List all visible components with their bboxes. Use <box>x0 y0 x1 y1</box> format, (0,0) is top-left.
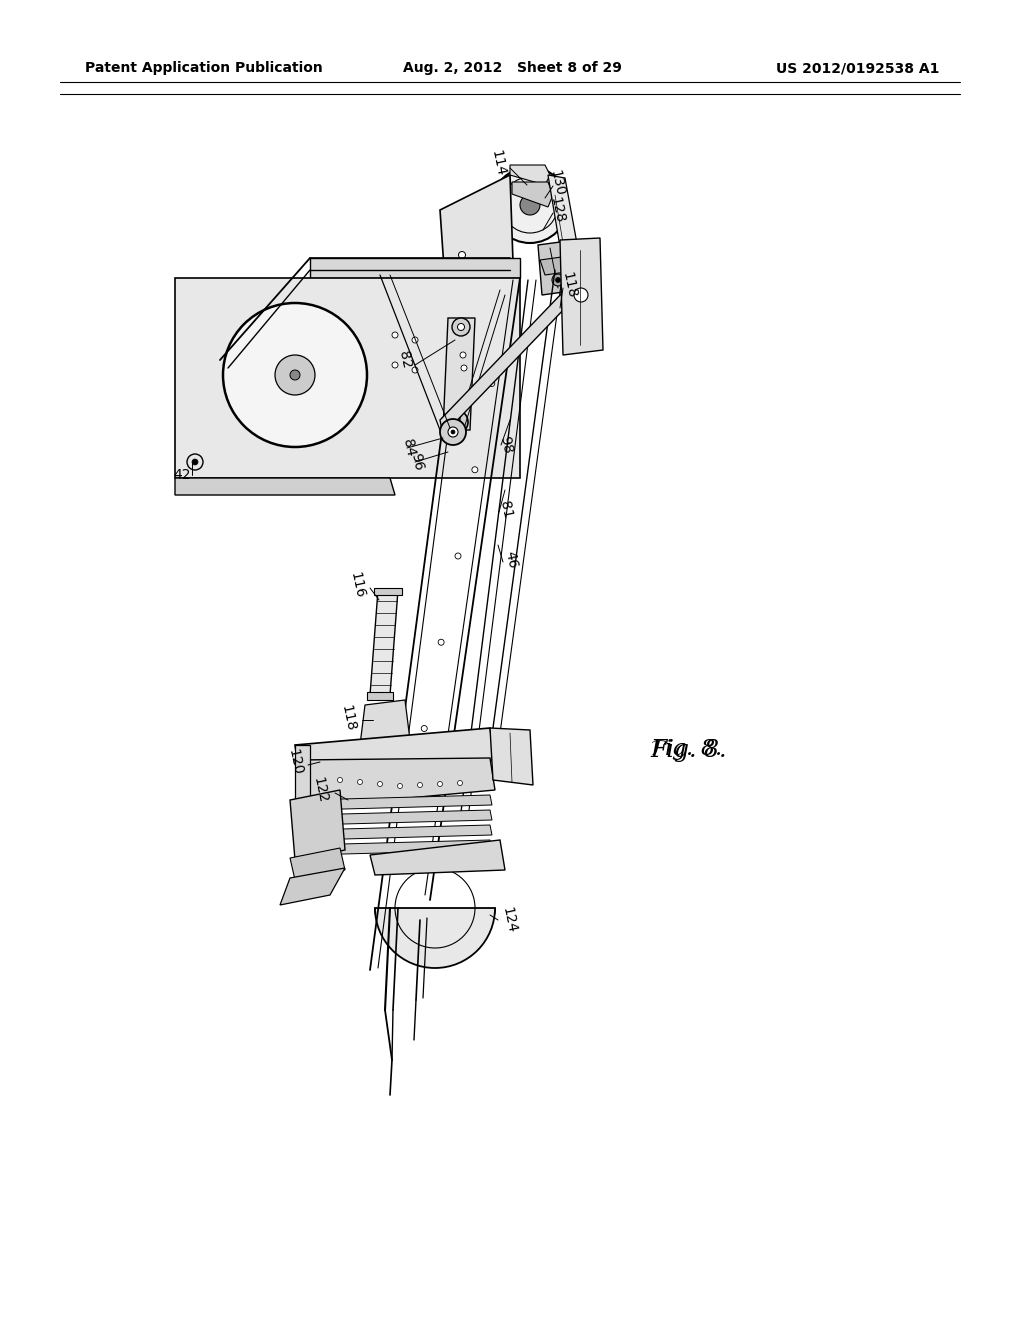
Circle shape <box>338 777 342 783</box>
Polygon shape <box>175 279 520 478</box>
Polygon shape <box>175 478 395 495</box>
Polygon shape <box>295 744 310 820</box>
Polygon shape <box>440 290 568 436</box>
Circle shape <box>223 304 367 447</box>
Text: 84: 84 <box>400 438 418 458</box>
Circle shape <box>375 710 395 730</box>
Text: Patent Application Publication: Patent Application Publication <box>85 61 323 75</box>
Polygon shape <box>548 176 580 265</box>
Text: 81: 81 <box>497 500 514 520</box>
Ellipse shape <box>302 446 318 470</box>
Text: 128: 128 <box>548 195 566 224</box>
Polygon shape <box>370 840 505 875</box>
Circle shape <box>451 430 455 434</box>
Polygon shape <box>305 810 492 825</box>
Circle shape <box>438 639 444 645</box>
Circle shape <box>384 718 386 722</box>
Circle shape <box>392 362 398 368</box>
Polygon shape <box>443 318 475 430</box>
Wedge shape <box>375 908 495 968</box>
Circle shape <box>452 417 461 426</box>
Polygon shape <box>305 840 492 855</box>
Polygon shape <box>280 869 345 906</box>
Circle shape <box>381 715 389 723</box>
Circle shape <box>452 318 470 337</box>
Circle shape <box>470 279 477 285</box>
Polygon shape <box>510 165 550 185</box>
Text: Aug. 2, 2012   Sheet 8 of 29: Aug. 2, 2012 Sheet 8 of 29 <box>402 61 622 75</box>
Ellipse shape <box>255 436 275 465</box>
Text: 118: 118 <box>339 704 358 733</box>
Text: 122: 122 <box>311 776 330 804</box>
Text: 118: 118 <box>560 271 580 300</box>
Circle shape <box>488 380 495 387</box>
Polygon shape <box>540 255 580 275</box>
Circle shape <box>472 467 478 473</box>
Circle shape <box>552 275 564 286</box>
Polygon shape <box>512 182 553 207</box>
Circle shape <box>412 337 418 343</box>
Circle shape <box>458 780 463 785</box>
Polygon shape <box>305 795 492 810</box>
Polygon shape <box>370 590 398 696</box>
Circle shape <box>460 352 466 358</box>
Polygon shape <box>560 238 603 355</box>
Text: 98: 98 <box>497 434 514 455</box>
Circle shape <box>397 784 402 788</box>
Polygon shape <box>374 587 402 595</box>
Circle shape <box>492 168 568 243</box>
Polygon shape <box>290 789 345 861</box>
Text: 46: 46 <box>502 550 519 570</box>
Text: 114: 114 <box>488 149 508 177</box>
Circle shape <box>574 288 588 302</box>
Circle shape <box>465 264 471 272</box>
Circle shape <box>193 459 198 465</box>
Text: $\mathcal{F}$ig. 8.: $\mathcal{F}$ig. 8. <box>650 738 721 763</box>
Text: 42: 42 <box>173 469 190 482</box>
Text: 120: 120 <box>286 747 305 776</box>
Circle shape <box>392 333 398 338</box>
Circle shape <box>275 355 315 395</box>
Circle shape <box>378 781 383 787</box>
Circle shape <box>449 426 458 437</box>
Polygon shape <box>305 825 492 840</box>
Polygon shape <box>295 729 495 777</box>
Circle shape <box>458 323 465 330</box>
Polygon shape <box>310 257 520 279</box>
Polygon shape <box>367 692 393 700</box>
Circle shape <box>444 411 468 434</box>
Polygon shape <box>290 847 345 880</box>
Circle shape <box>459 252 466 259</box>
Polygon shape <box>440 176 515 355</box>
Circle shape <box>440 418 466 445</box>
Text: 124: 124 <box>500 906 519 935</box>
Circle shape <box>555 277 560 282</box>
Text: 96: 96 <box>408 451 425 473</box>
Circle shape <box>520 195 540 215</box>
Polygon shape <box>360 700 410 744</box>
Circle shape <box>412 367 418 374</box>
Circle shape <box>455 553 461 558</box>
Circle shape <box>357 780 362 784</box>
Circle shape <box>290 370 300 380</box>
Circle shape <box>461 366 467 371</box>
Polygon shape <box>490 729 534 785</box>
Text: Fig. 8.: Fig. 8. <box>650 738 726 762</box>
Circle shape <box>437 781 442 787</box>
Text: 130: 130 <box>548 169 566 198</box>
Text: 82: 82 <box>396 350 414 370</box>
Text: US 2012/0192538 A1: US 2012/0192538 A1 <box>775 61 939 75</box>
Polygon shape <box>538 240 578 294</box>
Circle shape <box>421 726 427 731</box>
Circle shape <box>418 783 423 788</box>
Text: 116: 116 <box>348 570 367 599</box>
Polygon shape <box>295 758 495 808</box>
